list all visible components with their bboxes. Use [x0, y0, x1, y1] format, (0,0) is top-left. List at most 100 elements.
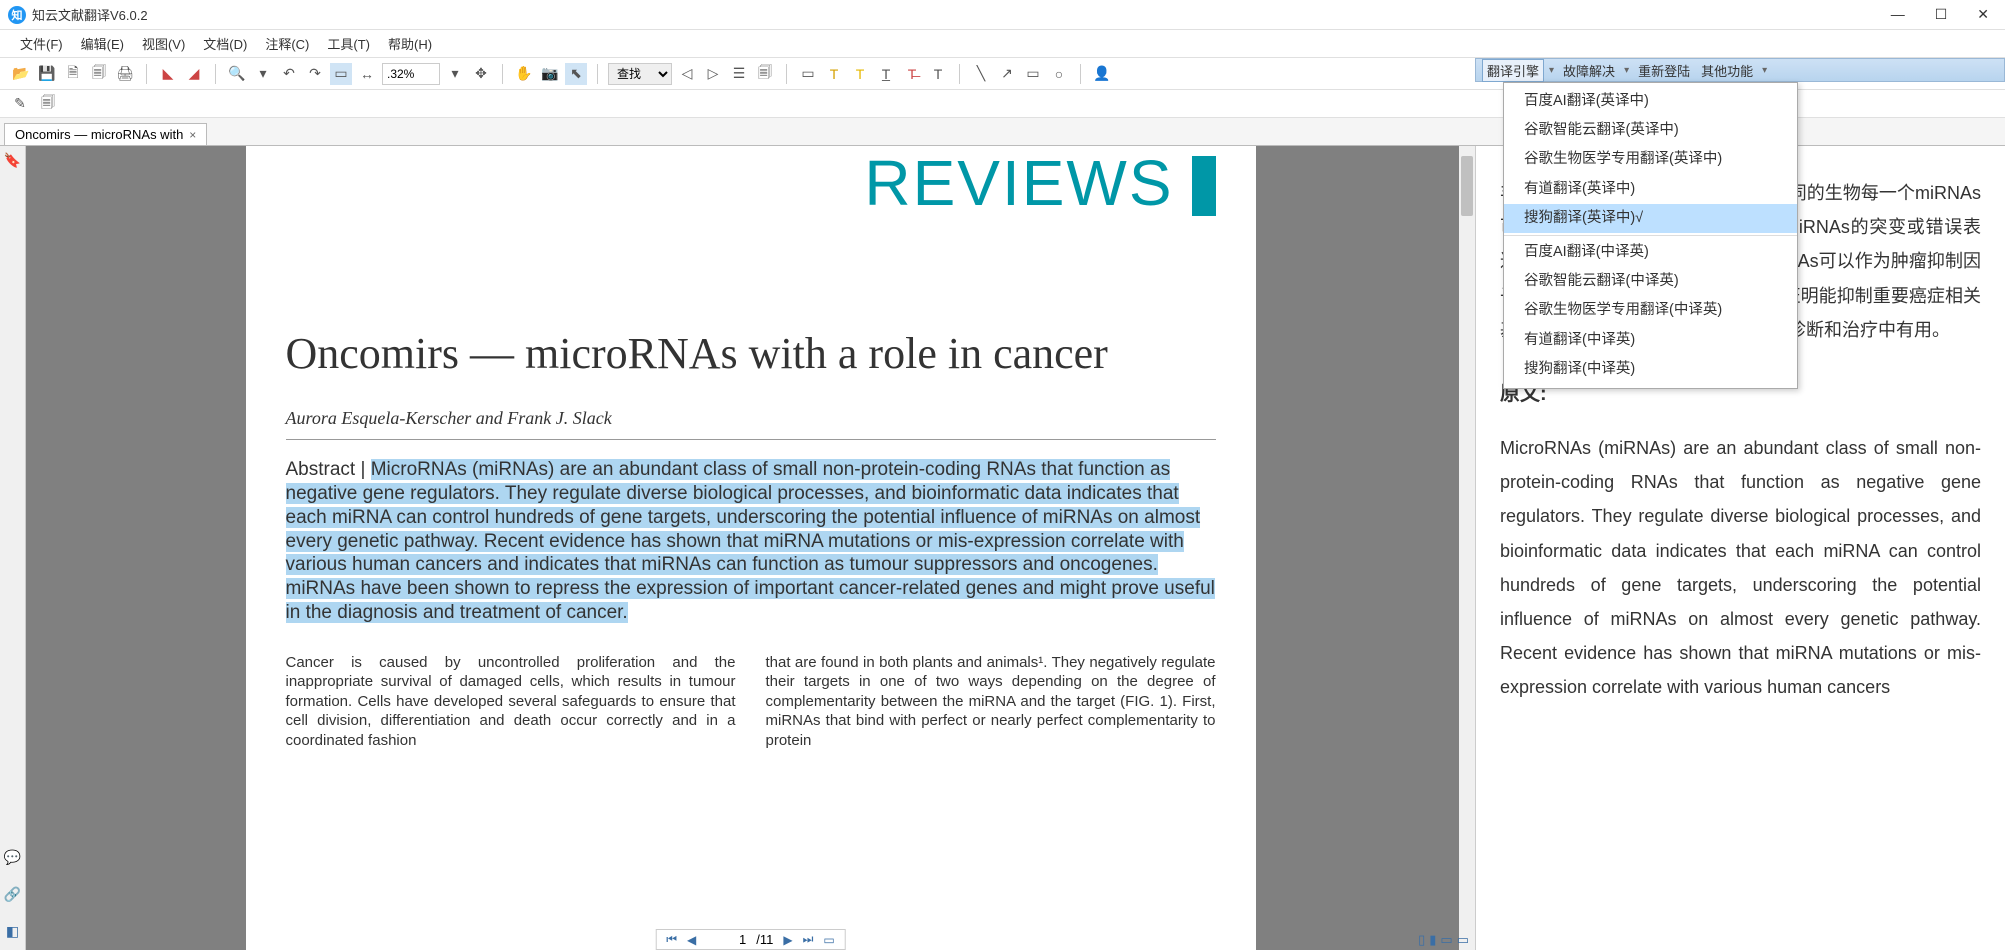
edit-page-icon[interactable]: 🗐: [38, 94, 58, 114]
page-navigator: ⏮ ◀ /11 ▶ ⏭ ▭: [655, 929, 846, 950]
page-last-icon[interactable]: ⏭: [803, 932, 814, 947]
edit-text-icon[interactable]: ✎: [10, 94, 30, 114]
engine-option-youdao-en2zh[interactable]: 有道翻译(英译中): [1504, 175, 1797, 204]
open-icon[interactable]: 📂: [10, 63, 32, 85]
engine-option-google-zh2en[interactable]: 谷歌智能云翻译(中译英): [1504, 267, 1797, 296]
print-icon[interactable]: 🖨: [114, 63, 136, 85]
arrow-icon[interactable]: ↗: [996, 63, 1018, 85]
left-rail: 🔖 💬 🔗 ◧: [0, 146, 26, 950]
tab-label: Oncomirs — microRNAs with: [15, 127, 183, 142]
translate-menu-bar: 翻译引擎▾ 故障解决▾ 重新登陆 其他功能▾: [1475, 58, 2005, 82]
pdf-scrollbar[interactable]: [1459, 146, 1475, 950]
bookmark-icon[interactable]: 🔖: [4, 152, 21, 169]
translation-source-english: MicroRNAs (miRNAs) are an abundant class…: [1500, 431, 1981, 705]
zoom-plus-icon[interactable]: ✥: [470, 63, 492, 85]
zoom-dd2-icon[interactable]: ▾: [444, 63, 466, 85]
title-bar: 知 知云文献翻译V6.0.2 — ☐ ✕: [0, 0, 2005, 30]
page-total: /11: [756, 932, 773, 947]
rotate-right-icon[interactable]: ↷: [304, 63, 326, 85]
view-single-icon[interactable]: ▯: [1418, 932, 1425, 948]
view-controls: ▯ ▮ ▭ ▭: [1418, 932, 1469, 948]
copy-icon[interactable]: 🗐: [88, 63, 110, 85]
view-cont-icon[interactable]: ▮: [1429, 932, 1436, 948]
nav-back-icon[interactable]: ◣: [157, 63, 179, 85]
menu-relogin[interactable]: 重新登陆: [1634, 60, 1694, 81]
translate-engine-dropdown: 百度AI翻译(英译中) 谷歌智能云翻译(英译中) 谷歌生物医学专用翻译(英译中)…: [1503, 82, 1798, 389]
fit-page-icon[interactable]: ▭: [330, 63, 352, 85]
menu-file[interactable]: 文件(F): [12, 32, 71, 55]
engine-option-sogou-zh2en[interactable]: 搜狗翻译(中译英): [1504, 355, 1797, 384]
close-button[interactable]: ✕: [1977, 6, 1989, 23]
menu-other[interactable]: 其他功能: [1697, 60, 1757, 81]
menu-translate-engine[interactable]: 翻译引擎: [1482, 59, 1544, 82]
hand-icon[interactable]: ✋: [513, 63, 535, 85]
highlight2-icon[interactable]: T: [849, 63, 871, 85]
maximize-button[interactable]: ☐: [1935, 6, 1948, 23]
engine-option-baidu-zh2en[interactable]: 百度AI翻译(中译英): [1504, 238, 1797, 267]
engine-option-google-bio-zh2en[interactable]: 谷歌生物医学专用翻译(中译英): [1504, 296, 1797, 325]
menu-bar: 文件(F) 编辑(E) 视图(V) 文档(D) 注释(C) 工具(T) 帮助(H…: [0, 30, 2005, 58]
menu-troubleshoot[interactable]: 故障解决: [1559, 60, 1619, 81]
rotate-left-icon[interactable]: ↶: [278, 63, 300, 85]
menu-edit[interactable]: 编辑(E): [73, 32, 132, 55]
page-first-icon[interactable]: ⏮: [666, 932, 677, 947]
find-prev-icon[interactable]: ◁: [676, 63, 698, 85]
engine-option-baidu-en2zh[interactable]: 百度AI翻译(英译中): [1504, 87, 1797, 116]
attach-icon[interactable]: 🔗: [4, 886, 21, 903]
page-current-input[interactable]: [706, 932, 746, 947]
find-list-icon[interactable]: ☰: [728, 63, 750, 85]
pdf-page: REVIEWS Oncomirs — microRNAs with a role…: [246, 146, 1256, 950]
engine-option-google-en2zh[interactable]: 谷歌智能云翻译(英译中): [1504, 116, 1797, 145]
view-facing-icon[interactable]: ▭: [1440, 932, 1452, 948]
text-icon[interactable]: T: [927, 63, 949, 85]
note-icon[interactable]: ▭: [797, 63, 819, 85]
snapshot-icon[interactable]: 📷: [539, 63, 561, 85]
menu-view[interactable]: 视图(V): [134, 32, 193, 55]
menu-tools[interactable]: 工具(T): [319, 32, 378, 55]
select-icon[interactable]: ⬉: [565, 63, 587, 85]
abstract-highlighted-text: MicroRNAs (miRNAs) are an abundant class…: [286, 459, 1215, 623]
pdf-viewport[interactable]: REVIEWS Oncomirs — microRNAs with a role…: [26, 146, 1475, 950]
page-menu-icon[interactable]: ▭: [823, 933, 834, 947]
page-next-icon[interactable]: ▶: [783, 933, 792, 947]
zoom-dd-icon[interactable]: ▾: [252, 63, 274, 85]
layers-icon[interactable]: ◧: [6, 923, 19, 940]
article-abstract[interactable]: Abstract | MicroRNAs (miRNAs) are an abu…: [286, 458, 1216, 624]
menu-help[interactable]: 帮助(H): [380, 32, 440, 55]
strike-icon[interactable]: T̶: [901, 63, 923, 85]
article-authors: Aurora Esquela-Kerscher and Frank J. Sla…: [286, 408, 1216, 429]
find-select[interactable]: 查找: [608, 63, 672, 85]
find-copy-icon[interactable]: 🗐: [754, 63, 776, 85]
app-logo: 知: [8, 6, 26, 24]
find-next-icon[interactable]: ▷: [702, 63, 724, 85]
reviews-header: REVIEWS: [864, 146, 1173, 220]
menu-annotate[interactable]: 注释(C): [257, 32, 317, 55]
zoom-input[interactable]: [382, 63, 440, 85]
engine-option-google-bio-en2zh[interactable]: 谷歌生物医学专用翻译(英译中): [1504, 145, 1797, 174]
document-tab[interactable]: Oncomirs — microRNAs with ×: [4, 123, 207, 145]
nav-fwd-icon[interactable]: ◢: [183, 63, 205, 85]
view-cont-facing-icon[interactable]: ▭: [1457, 932, 1469, 948]
app-title: 知云文献翻译V6.0.2: [32, 5, 148, 24]
abstract-label: Abstract |: [286, 459, 371, 480]
save-icon[interactable]: 💾: [36, 63, 58, 85]
menu-document[interactable]: 文档(D): [195, 32, 255, 55]
article-title: Oncomirs — microRNAs with a role in canc…: [286, 330, 1216, 378]
rect-icon[interactable]: ▭: [1022, 63, 1044, 85]
minimize-button[interactable]: —: [1891, 6, 1905, 23]
stamp-icon[interactable]: 👤: [1091, 63, 1113, 85]
fit-width-icon[interactable]: ↔: [356, 63, 378, 85]
engine-option-youdao-zh2en[interactable]: 有道翻译(中译英): [1504, 326, 1797, 355]
zoom-out-icon[interactable]: 🔍: [226, 63, 248, 85]
highlight-icon[interactable]: T: [823, 63, 845, 85]
body-col-2: that are found in both plants and animal…: [766, 653, 1216, 751]
engine-option-sogou-en2zh[interactable]: 搜狗翻译(英译中)√: [1504, 204, 1797, 233]
tab-close-icon[interactable]: ×: [189, 128, 196, 142]
ellipse-icon[interactable]: ○: [1048, 63, 1070, 85]
line-icon[interactable]: ╲: [970, 63, 992, 85]
comment-icon[interactable]: 💬: [4, 849, 21, 866]
body-col-1: Cancer is caused by uncontrolled prolife…: [286, 653, 736, 751]
underline-icon[interactable]: T̲: [875, 63, 897, 85]
saveas-icon[interactable]: 🗎: [62, 63, 84, 85]
page-prev-icon[interactable]: ◀: [687, 933, 696, 947]
